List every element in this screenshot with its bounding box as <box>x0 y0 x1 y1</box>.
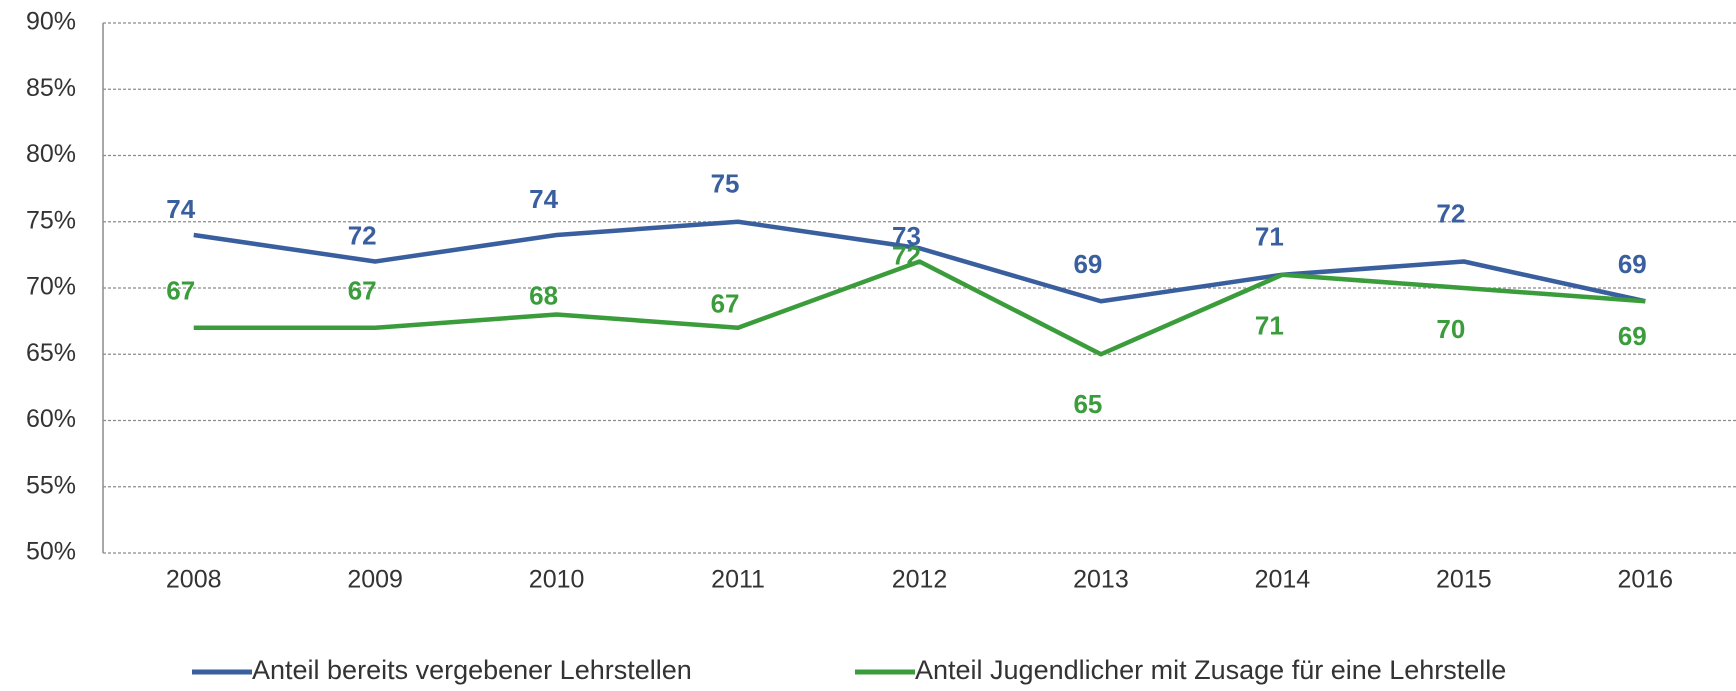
data-label: 67 <box>166 276 195 306</box>
y-tick-label: 70% <box>26 273 76 301</box>
x-tick-label: 2013 <box>1073 566 1129 594</box>
y-tick-label: 50% <box>26 538 76 566</box>
series-line <box>193 259 1646 357</box>
x-tick-label: 2012 <box>892 566 948 594</box>
series-line <box>193 219 1646 304</box>
legend-label: Anteil bereits vergebener Lehrstellen <box>252 655 692 685</box>
x-tick-label: 2009 <box>347 566 403 594</box>
data-label: 69 <box>1618 249 1647 279</box>
x-tick-label: 2015 <box>1436 566 1492 594</box>
data-label: 74 <box>529 184 558 214</box>
data-label: 70 <box>1436 314 1465 344</box>
data-label: 72 <box>892 240 921 270</box>
x-tick-label: 2011 <box>711 566 765 594</box>
data-label: 65 <box>1073 389 1102 419</box>
data-label: 71 <box>1255 311 1284 341</box>
y-tick-label: 90% <box>26 8 76 36</box>
x-tick-label: 2016 <box>1617 566 1673 594</box>
data-label: 71 <box>1255 222 1284 252</box>
y-tick-label: 80% <box>26 140 76 168</box>
data-label: 73 <box>892 221 921 251</box>
y-tick-label: 65% <box>26 339 76 367</box>
data-label: 72 <box>348 220 377 250</box>
legend-label: Anteil Jugendlicher mit Zusage für eine … <box>915 655 1506 685</box>
x-tick-label: 2014 <box>1255 566 1311 594</box>
y-tick-label: 85% <box>26 74 76 102</box>
x-tick-label: 2010 <box>529 566 585 594</box>
y-tick-label: 55% <box>26 471 76 499</box>
data-label: 69 <box>1073 249 1102 279</box>
data-label: 68 <box>529 280 558 310</box>
data-label: 72 <box>1436 198 1465 228</box>
data-label: 75 <box>711 169 740 199</box>
y-tick-label: 60% <box>26 405 76 433</box>
data-label: 67 <box>348 276 377 306</box>
data-label: 67 <box>711 289 740 319</box>
y-tick-label: 75% <box>26 206 76 234</box>
data-label: 69 <box>1618 321 1647 351</box>
data-label: 74 <box>166 194 195 224</box>
x-tick-label: 2008 <box>166 566 222 594</box>
